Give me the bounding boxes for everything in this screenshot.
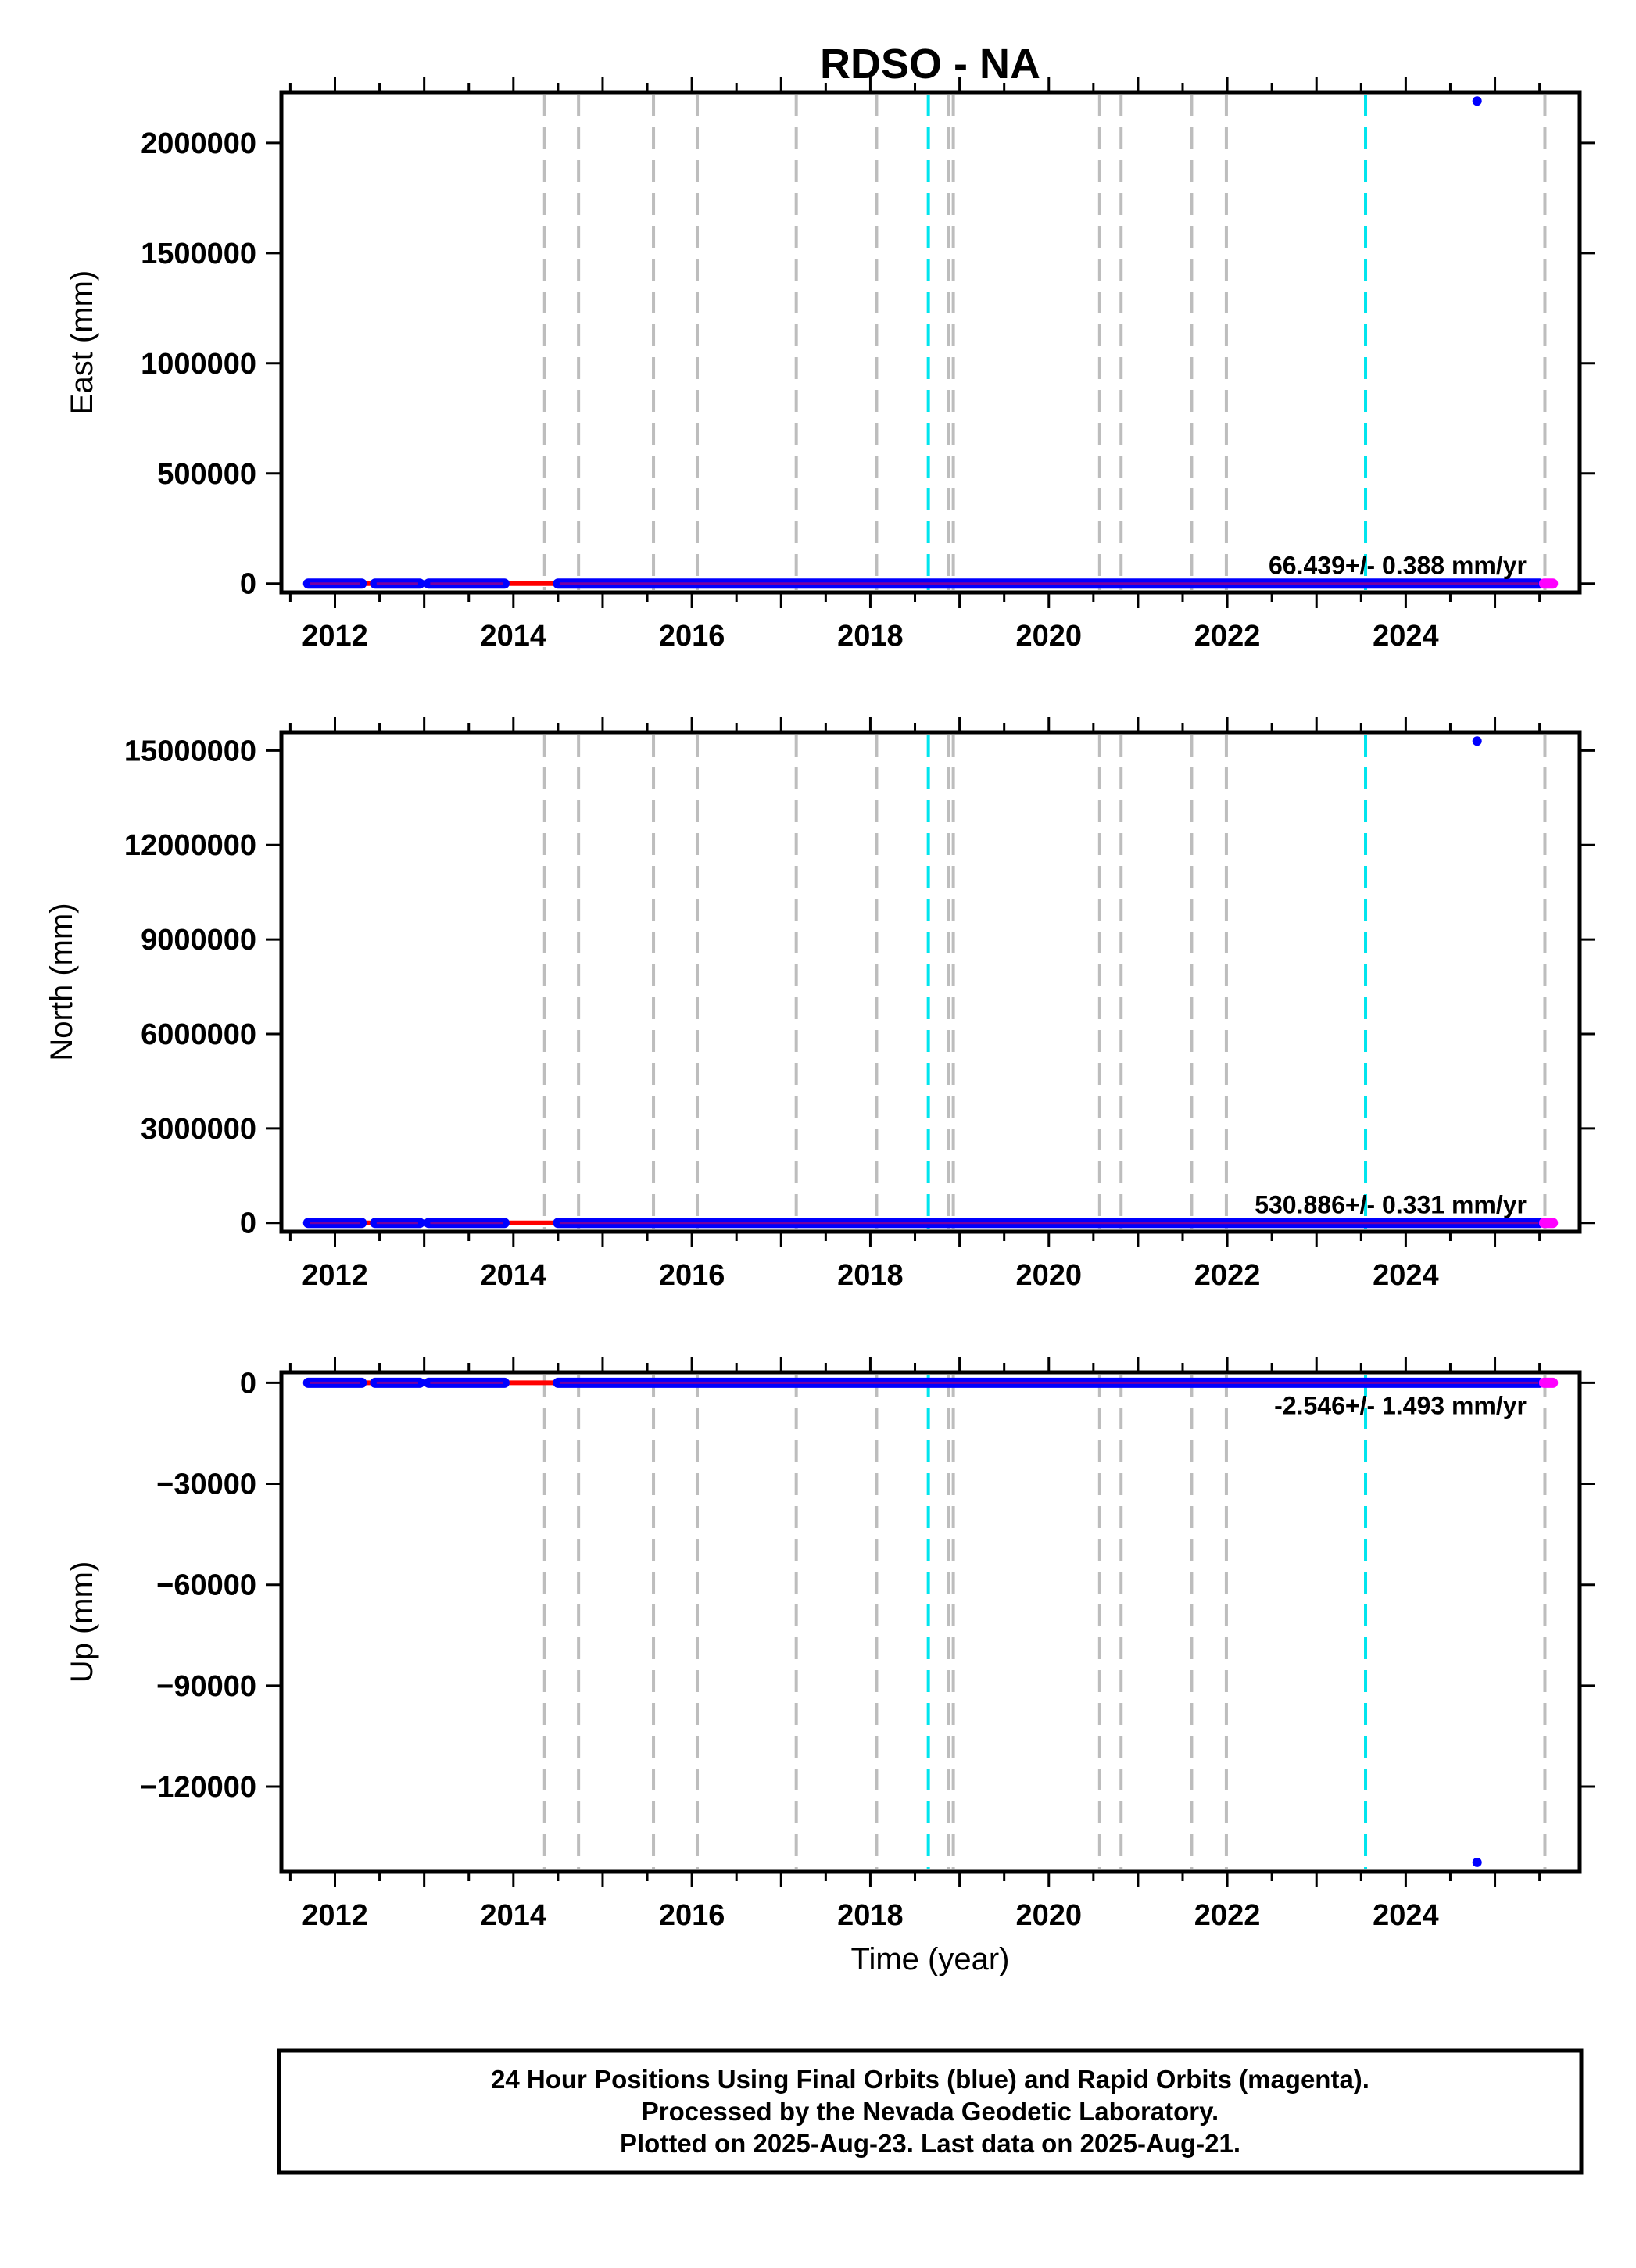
east-y-axis-label: East (mm) <box>65 270 99 414</box>
north-x-tick-label-3: 2018 <box>837 1259 904 1292</box>
east-y-tick-label-2: 1000000 <box>141 348 256 381</box>
east-velocity-label: 66.439+/- 0.388 mm/yr <box>1269 552 1527 580</box>
up-x-tick-label-3: 2018 <box>837 1899 904 1932</box>
east-x-tick-label-3: 2018 <box>837 620 904 653</box>
east-y-tick-label-0: 0 <box>240 568 256 601</box>
east-x-tick-label-5: 2022 <box>1194 620 1261 653</box>
north-x-tick-label-2: 2016 <box>659 1259 725 1292</box>
up-panel: 2012 2014 2016 2018 2020 2022 2024 −120000 −9000… <box>65 1357 1595 1932</box>
east-y-tick-label-3: 1500000 <box>141 238 256 270</box>
up-y-tick-label-0: −120000 <box>140 1771 256 1804</box>
up-x-tick-label-1: 2014 <box>481 1899 547 1932</box>
east-x-tick-label-0: 2012 <box>302 620 368 653</box>
up-y-tick-label-4: 0 <box>240 1367 256 1400</box>
east-y-tick-label-1: 500000 <box>157 458 256 491</box>
north-x-tick-label-0: 2012 <box>302 1259 368 1292</box>
up-y-axis-label: Up (mm) <box>65 1561 99 1683</box>
north-x-tick-label-6: 2024 <box>1373 1259 1439 1292</box>
up-y-tick-label-3: −30000 <box>156 1468 256 1501</box>
x-axis-label: Time (year) <box>851 1942 1010 1976</box>
east-x-tick-label-1: 2014 <box>481 620 547 653</box>
east-x-tick-label-2: 2016 <box>659 620 725 653</box>
north-plot-frame <box>279 730 1582 1234</box>
up-x-tick-label-5: 2022 <box>1194 1899 1261 1932</box>
north-y-tick-label-2: 6000000 <box>141 1018 256 1051</box>
north-y-axis-label: North (mm) <box>45 903 79 1061</box>
east-x-tick-label-4: 2020 <box>1015 620 1082 653</box>
north-x-tick-label-5: 2022 <box>1194 1259 1261 1292</box>
caption-line-1: 24 Hour Positions Using Final Orbits (bl… <box>491 2065 1369 2094</box>
caption-line-3: Plotted on 2025-Aug-23. Last data on 202… <box>620 2129 1240 2158</box>
north-y-tick-label-1: 3000000 <box>141 1113 256 1146</box>
east-plot-frame <box>279 90 1582 595</box>
up-outlier-point-0 <box>1472 1857 1482 1867</box>
up-y-tick-label-1: −90000 <box>156 1670 256 1703</box>
caption-line-2: Processed by the Nevada Geodetic Laborat… <box>642 2097 1219 2126</box>
north-outlier-point-0 <box>1472 736 1482 746</box>
up-velocity-label: -2.546+/- 1.493 mm/yr <box>1274 1391 1527 1419</box>
north-x-tick-label-4: 2020 <box>1015 1259 1082 1292</box>
up-plot-frame <box>279 1370 1582 1874</box>
east-y-tick-label-4: 2000000 <box>141 127 256 160</box>
chart-title: RDSO - NA <box>820 41 1040 88</box>
east-x-tick-label-6: 2024 <box>1373 620 1439 653</box>
caption-box: 24 Hour Positions Using Final Orbits (bl… <box>277 2048 1584 2175</box>
up-y-tick-label-2: −60000 <box>156 1569 256 1602</box>
north-x-tick-label-1: 2014 <box>481 1259 547 1292</box>
north-y-tick-label-0: 0 <box>240 1207 256 1240</box>
up-x-tick-label-6: 2024 <box>1373 1899 1439 1932</box>
north-panel: 2012 2014 2016 2018 2020 2022 2024 0 3000000 6000… <box>45 717 1595 1292</box>
up-x-tick-label-0: 2012 <box>302 1899 368 1932</box>
north-y-tick-label-3: 9000000 <box>141 924 256 957</box>
north-velocity-label: 530.886+/- 0.331 mm/yr <box>1255 1191 1527 1219</box>
east-outlier-point-0 <box>1472 96 1482 106</box>
east-panel: 2012 2014 2016 2018 2020 2022 2024 0 500000 10000… <box>65 77 1595 653</box>
up-x-tick-label-2: 2016 <box>659 1899 725 1932</box>
north-y-tick-label-5: 15000000 <box>124 735 256 767</box>
up-x-tick-label-4: 2020 <box>1015 1899 1082 1932</box>
caption-frame <box>277 2048 1584 2175</box>
north-y-tick-label-4: 12000000 <box>124 829 256 862</box>
